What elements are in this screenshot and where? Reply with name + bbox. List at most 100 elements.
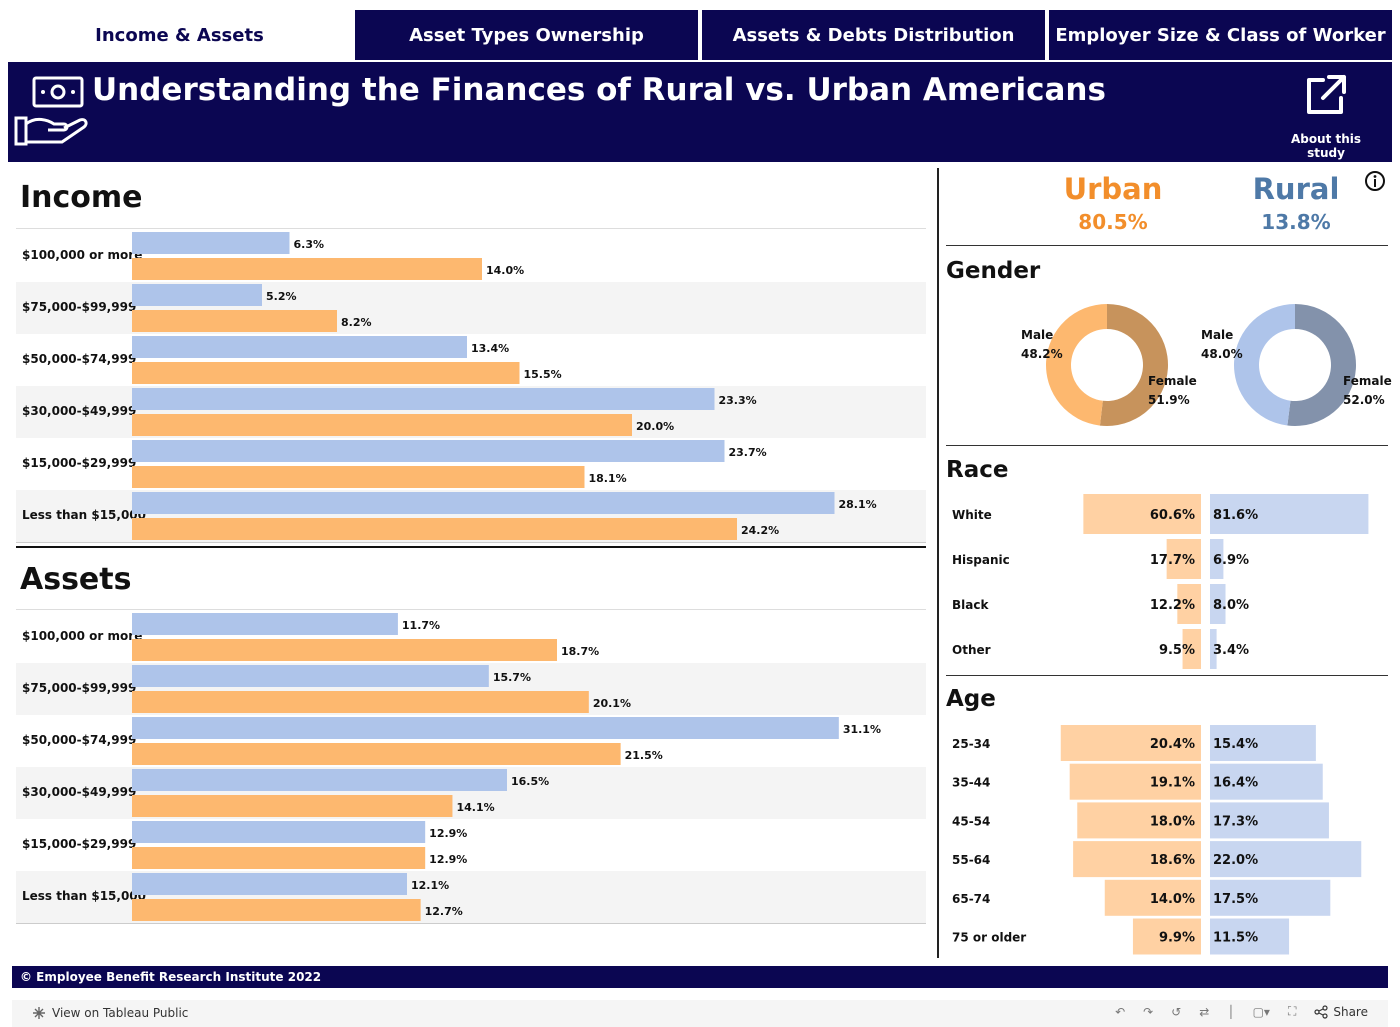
download-icon[interactable]: ▢▾ [1252,1004,1270,1019]
view-on-tableau-link[interactable]: View on Tableau Public [32,1006,188,1020]
tab-income-assets[interactable]: Income & Assets [8,10,351,60]
assets-bar-urban [132,743,621,765]
income-bar-urban [132,362,520,384]
income-bar-rural [132,440,725,462]
tableau-logo-icon [33,1007,45,1019]
assets-bar-urban [132,899,421,921]
age-bar-rural [1210,763,1323,800]
urban-share: 80.5% [1078,210,1148,234]
summary-divider [946,245,1388,246]
assets-bar-rural [132,769,507,791]
race-category-label: Other [952,643,991,657]
age-rural-value: 17.3% [1213,814,1258,829]
assets-value-label: 12.1% [411,879,449,892]
race-urban-value: 17.7% [1150,553,1195,568]
income-bar-rural [132,492,835,514]
revert-icon[interactable]: ↺ [1171,1004,1182,1019]
urban-donut-slice-male [1046,304,1107,426]
race-bar-urban [1166,539,1201,579]
race-urban-value: 12.2% [1150,598,1195,613]
age-category-label: 65-74 [952,892,990,906]
assets-value-label: 31.1% [843,723,881,736]
gender-chart: Male 48.2% Female 51.9% Male 48.0% Female 52.0% [1021,304,1392,426]
race-bar-rural [1210,584,1226,624]
income-value-label: 24.2% [741,524,779,537]
income-category-label: $30,000-$49,999 [22,404,136,418]
rural-male-label: Male [1201,328,1233,342]
assets-category-label: $50,000-$74,999 [22,733,136,747]
race-chart: White 60.6% 81.6% Hispanic 17.7% 6.9% Black 12.… [952,494,1369,669]
income-chart: $100,000 or more 6.3% 14.0% $75,000-$99,999… [16,228,926,543]
age-category-label: 25-34 [952,737,990,751]
assets-category-label: Less than $15,000 [22,889,146,903]
race-rural-value: 6.9% [1213,553,1249,568]
age-bar-rural [1210,841,1362,878]
assets-value-label: 20.1% [593,697,631,710]
income-category-label: $100,000 or more [22,248,142,262]
race-urban-value: 60.6% [1150,508,1195,523]
urban-female-label: Female [1148,374,1197,388]
race-bar-urban [1182,629,1201,669]
view-on-tableau-label: View on Tableau Public [52,1006,189,1020]
race-urban-value: 9.5% [1159,643,1195,658]
page-header: Understanding the Finances of Rural vs. … [8,62,1392,162]
rural-female-value: 52.0% [1343,393,1385,407]
income-bar-urban [132,518,737,540]
fullscreen-icon[interactable]: ⛶ [1287,1004,1297,1018]
income-bar-rural [132,284,262,306]
share-button[interactable]: Share [1314,1005,1368,1019]
race-rural-value: 81.6% [1213,508,1258,523]
race-divider [946,675,1388,676]
income-value-label: 18.1% [589,472,627,485]
income-value-label: 6.3% [294,238,325,251]
assets-bar-urban [132,795,453,817]
race-category-label: Black [952,598,989,612]
race-bar-rural [1210,494,1369,534]
assets-value-label: 16.5% [511,775,549,788]
race-rural-value: 8.0% [1213,598,1249,613]
race-rural-value: 3.4% [1213,643,1249,658]
pause-icon[interactable]: │ [1227,1004,1235,1019]
assets-category-label: $15,000-$29,999 [22,837,136,851]
assets-value-label: 18.7% [561,645,599,658]
income-bar-rural [132,232,290,254]
dashboard-tabs: Income & Assets Asset Types Ownership As… [8,10,1392,60]
age-urban-value: 14.0% [1150,892,1195,907]
urban-donut-slice-female [1099,304,1168,426]
age-bar-urban [1077,802,1201,839]
age-bar-urban [1069,763,1201,800]
age-urban-value: 18.6% [1150,853,1195,868]
money-hand-icon [14,76,88,146]
income-value-label: 14.0% [486,264,524,277]
about-study-link[interactable]: About this study [1274,72,1378,160]
info-icon[interactable] [1364,170,1386,192]
income-value-label: 15.5% [524,368,562,381]
race-title: Race [946,457,1009,483]
age-category-label: 75 or older [952,931,1026,945]
age-bar-rural [1210,918,1290,955]
refresh-icon[interactable]: ⇄ [1199,1004,1210,1019]
income-bar-urban [132,414,632,436]
rural-label: Rural [1252,172,1340,206]
copyright-footer: © Employee Benefit Research Institute 20… [12,966,1388,988]
age-category-label: 35-44 [952,776,990,790]
assets-bar-urban [132,639,557,661]
age-urban-value: 20.4% [1150,737,1195,752]
share-label: Share [1333,1004,1368,1019]
assets-value-label: 12.9% [429,853,467,866]
age-chart: 25-34 20.4% 15.4% 35-44 19.1% 16.4% 45-54 18.0%… [952,725,1362,955]
age-title: Age [946,686,996,712]
tab-employer-size-class[interactable]: Employer Size & Class of Worker [1049,10,1392,60]
income-bar-urban [132,310,337,332]
income-category-label: $15,000-$29,999 [22,456,136,470]
income-value-label: 8.2% [341,316,372,329]
assets-value-label: 21.5% [625,749,663,762]
income-bar-urban [132,258,482,280]
urban-male-label: Male [1021,328,1053,342]
rural-male-value: 48.0% [1201,347,1243,361]
undo-icon[interactable]: ↶ [1115,1004,1126,1019]
redo-icon[interactable]: ↷ [1143,1004,1154,1019]
tab-asset-types-ownership[interactable]: Asset Types Ownership [355,10,698,60]
income-title: Income [20,180,143,215]
tab-assets-debts-distribution[interactable]: Assets & Debts Distribution [702,10,1045,60]
